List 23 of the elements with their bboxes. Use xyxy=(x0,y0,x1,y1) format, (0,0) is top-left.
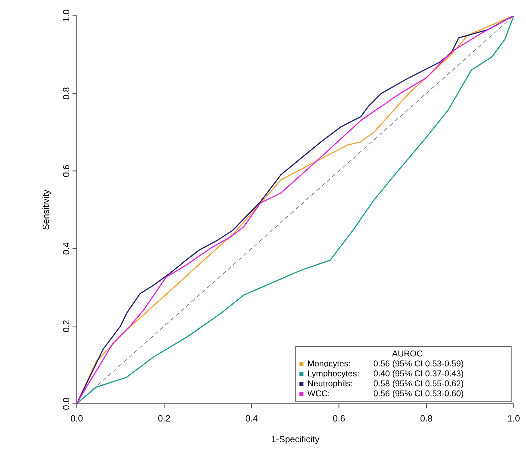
annotation: 0.56 (95% CI 0.53-0.59) xyxy=(374,360,464,368)
y-tick-label: 0.4 xyxy=(63,242,70,255)
y-tick-label: 0.8 xyxy=(63,88,70,100)
x-tick-label: 0.6 xyxy=(333,415,346,422)
legend-label: WCC: xyxy=(308,390,330,397)
annotation: 0.56 (95% CI 0.53-0.60) xyxy=(374,390,464,398)
x-tick-label: 0.4 xyxy=(246,415,258,422)
y-tick-label: 0.6 xyxy=(63,165,70,178)
x-tick-label: 1.0 xyxy=(508,415,520,422)
legend-label: Monocytes: xyxy=(308,360,350,368)
x-axis-title: 1-Specificity xyxy=(272,436,320,444)
legend-title: AUROC xyxy=(392,350,423,357)
y-tick-label: 0.2 xyxy=(63,320,70,332)
x-tick-label: 0.0 xyxy=(71,415,83,422)
x-tick-label: 0.8 xyxy=(420,415,432,422)
annotation: 0.40 (95% CI 0.37-0.43) xyxy=(374,370,464,378)
annotation: 0.58 (95% CI 0.55-0.62) xyxy=(374,380,464,388)
y-tick-label: 1.0 xyxy=(63,10,70,22)
y-tick-label: 0.0 xyxy=(63,398,70,410)
x-tick-label: 0.2 xyxy=(158,415,170,422)
legend-label: Lymphocytes: xyxy=(308,370,359,378)
y-axis-title: Sensitivity xyxy=(42,190,52,230)
legend-label: Neutrophils: xyxy=(308,380,352,388)
